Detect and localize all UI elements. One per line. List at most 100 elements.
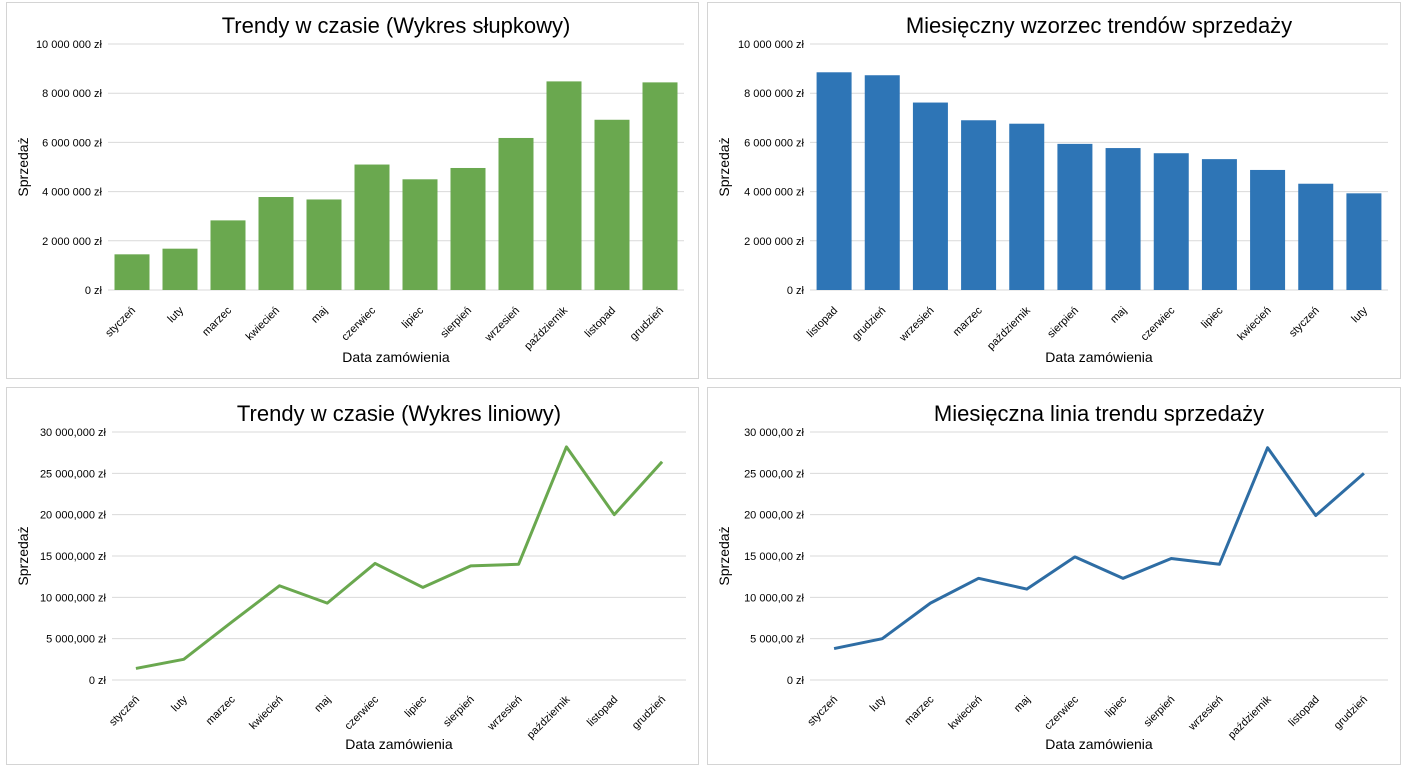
x-tick-label: czerwiec (339, 304, 378, 343)
x-tick-label: kwiecień (1235, 305, 1273, 343)
x-tick-label: grudzień (850, 305, 888, 343)
bar-grudzień (642, 82, 678, 290)
chart-title: Miesięczna linia trendu sprzedaży (934, 401, 1264, 426)
y-axis-label: Sprzedaż (716, 526, 732, 585)
x-tick-label: grudzień (628, 305, 666, 343)
bar-kwiecień (1250, 169, 1286, 290)
bar-luty (1346, 193, 1382, 290)
x-tick-label: styczeń (805, 694, 840, 729)
bar-lipiec (1201, 159, 1237, 290)
x-tick-label: październik (1226, 693, 1274, 741)
x-tick-label: listopad (585, 694, 620, 729)
x-tick-label: kwiecień (946, 694, 984, 732)
x-tick-label: lipiec (400, 304, 427, 331)
chart-panel-bar-pattern: Miesięczny wzorzec trendów sprzedaży 0 zł… (707, 2, 1401, 379)
y-tick-label: 6 000 000 zł (42, 137, 102, 149)
chart-svg-bar-trend: Trendy w czasie (Wykres słupkowy) 0 zł 2 0… (15, 13, 684, 365)
x-tick-label: sierpień (438, 305, 474, 341)
y-tick-label: 20 000,000 zł (40, 510, 107, 522)
x-tick-label: listopad (1287, 694, 1322, 729)
x-tick-label: październik (522, 304, 570, 352)
x-tick-label: luty (166, 304, 187, 325)
chart-title: Miesięczny wzorzec trendów sprzedaży (906, 13, 1292, 38)
x-tick-label: styczeń (1287, 305, 1322, 340)
x-tick-label: luty (1349, 304, 1370, 325)
x-tick-label: grudzień (1332, 694, 1370, 732)
chart-title: Trendy w czasie (Wykres liniowy) (237, 401, 561, 426)
bar-wrzesień (498, 137, 534, 290)
bar-grudzień (864, 75, 900, 290)
x-tick-label: czerwiec (342, 693, 381, 732)
y-tick-label: 0 zł (787, 675, 805, 687)
bar-maj (306, 199, 342, 290)
x-tick-label: maj (1012, 694, 1033, 715)
y-tick-label: 10 000,00 zł (744, 592, 804, 604)
y-tick-label: 25 000,00 zł (744, 468, 804, 480)
y-tick-label: 4 000 000 zł (744, 187, 804, 199)
bar-wrzesień (912, 102, 948, 290)
y-tick-label: 8 000 000 zł (744, 88, 804, 100)
x-tick-label: listopad (583, 305, 618, 340)
x-tick-label: październik (525, 693, 573, 741)
y-tick-label: 2 000 000 zł (744, 236, 804, 248)
chart-svg-line-monthly: Miesięczna linia trendu sprzedaży 0 zł 5 0… (716, 401, 1388, 752)
chart-svg-bar-pattern: Miesięczny wzorzec trendów sprzedaży 0 zł… (716, 13, 1388, 365)
x-axis-label: Data zamówienia (342, 349, 450, 365)
bar-październik (1009, 123, 1045, 290)
bar-lipiec (402, 179, 438, 290)
series-line (135, 445, 664, 670)
chart-title: Trendy w czasie (Wykres słupkowy) (222, 13, 571, 38)
bar-czerwiec (354, 164, 390, 290)
y-tick-label: 5 000,000 zł (46, 634, 106, 646)
bar-sierpień (1057, 143, 1093, 290)
y-tick-label: 8 000 000 zł (42, 88, 102, 100)
x-tick-label: styczeń (103, 305, 138, 340)
x-tick-label: marzec (204, 693, 238, 727)
chart-panel-bar-trend: Trendy w czasie (Wykres słupkowy) 0 zł 2 0… (6, 2, 699, 379)
bar-październik (546, 81, 582, 290)
y-axis-label: Sprzedaż (15, 526, 31, 585)
bar-styczeń (114, 254, 150, 290)
x-tick-label: luty (169, 693, 190, 714)
y-tick-label: 10 000 000 zł (36, 39, 103, 51)
bar-maj (1105, 148, 1141, 290)
y-tick-label: 10 000,000 zł (40, 592, 107, 604)
y-tick-label: 0 zł (85, 285, 103, 297)
x-tick-label: marzec (200, 304, 234, 338)
x-tick-label: czerwiec (1139, 304, 1178, 343)
x-tick-label: czerwiec (1042, 693, 1081, 732)
x-tick-label: maj (312, 694, 333, 715)
x-tick-label: wrzesień (897, 305, 937, 345)
bar-styczeń (1298, 183, 1334, 290)
bar-sierpień (450, 167, 486, 290)
y-tick-label: 6 000 000 zł (744, 137, 804, 149)
x-tick-label: sierpień (1142, 694, 1178, 730)
y-tick-label: 15 000,000 zł (40, 551, 107, 563)
y-tick-label: 5 000,00 zł (750, 634, 804, 646)
x-tick-label: marzec (951, 304, 985, 338)
bar-listopad (594, 119, 630, 290)
y-tick-label: 2 000 000 zł (42, 236, 102, 248)
y-tick-label: 20 000,00 zł (744, 510, 804, 522)
x-tick-label: październik (985, 304, 1033, 352)
x-tick-label: lipiec (1199, 304, 1226, 331)
x-tick-label: kwiecień (244, 305, 282, 343)
x-tick-label: luty (868, 693, 889, 714)
x-axis-label: Data zamówienia (345, 736, 453, 752)
y-tick-label: 0 zł (787, 285, 805, 297)
bar-luty (162, 248, 198, 290)
y-tick-label: 10 000 000 zł (738, 39, 805, 51)
x-tick-label: grudzień (630, 694, 668, 732)
x-tick-label: maj (309, 305, 330, 326)
y-tick-label: 25 000,000 zł (40, 468, 107, 480)
bar-kwiecień (258, 197, 294, 290)
bar-czerwiec (1153, 153, 1189, 290)
y-tick-label: 15 000,00 zł (744, 551, 804, 563)
x-axis-label: Data zamówienia (1045, 736, 1153, 752)
bar-marzec (210, 220, 246, 290)
x-tick-label: listopad (805, 305, 840, 340)
y-tick-label: 30 000,000 zł (40, 427, 107, 439)
x-tick-label: styczeń (107, 694, 142, 729)
bar-marzec (961, 120, 997, 290)
chart-panel-line-monthly: Miesięczna linia trendu sprzedaży 0 zł 5 0… (707, 387, 1401, 765)
